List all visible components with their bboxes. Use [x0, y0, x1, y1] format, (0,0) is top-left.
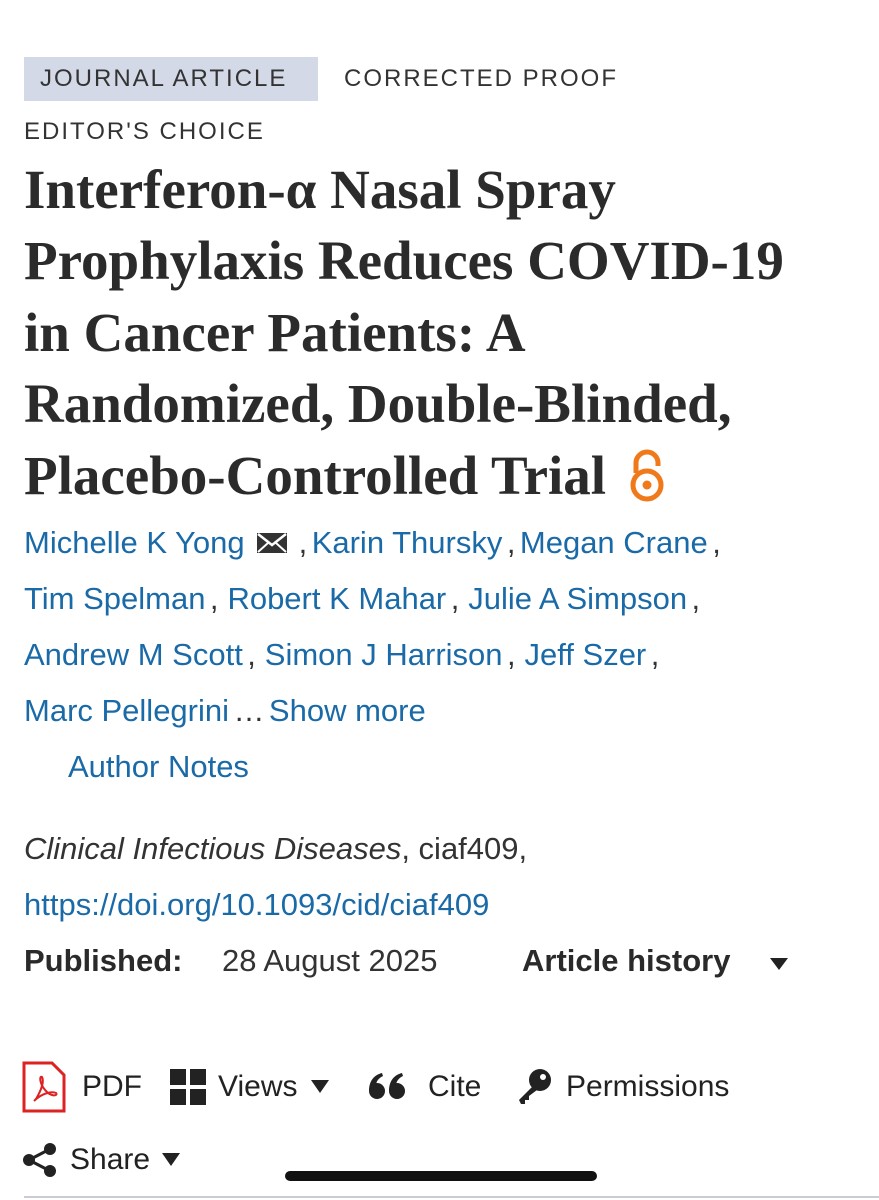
- published-label: Published:: [24, 943, 183, 978]
- article-history[interactable]: Article history: [522, 943, 731, 978]
- separator: ,: [506, 637, 516, 672]
- journal: Clinical Infectious Diseases: [24, 831, 402, 866]
- title-line: Randomized, Double-Blinded,: [24, 373, 732, 434]
- author[interactable]: Tim Spelman: [24, 581, 206, 616]
- separator: ,: [450, 581, 460, 616]
- authors-row: Tim Spelman , Robert K Mahar , Julie A S…: [24, 579, 700, 619]
- permissions-button[interactable]: Permissions: [566, 1070, 730, 1103]
- pdf-button[interactable]: PDF: [82, 1070, 142, 1103]
- divider: [24, 1196, 879, 1198]
- dropdown-arrow: [770, 958, 788, 970]
- title-line: Interferon-α Nasal Spray: [24, 159, 616, 220]
- home-indicator: [285, 1171, 597, 1181]
- title-line: in Cancer Patients: A: [24, 302, 526, 363]
- views-icon[interactable]: [170, 1069, 206, 1105]
- separator: ,: [247, 637, 256, 672]
- author[interactable]: Megan Crane: [519, 525, 708, 560]
- permissions-icon[interactable]: [517, 1068, 553, 1106]
- separator: ,: [650, 637, 660, 672]
- authors-row: Andrew M Scott , Simon J Harrison , Jeff…: [24, 635, 659, 675]
- author[interactable]: Robert K Mahar: [227, 581, 447, 616]
- authors-row: Michelle K Yong , Karin Thursky , Megan …: [24, 523, 721, 563]
- pdf-icon[interactable]: [22, 1061, 66, 1113]
- views-button[interactable]: Views: [218, 1070, 298, 1103]
- title-line: Prophylaxis Reduces COVID-19: [24, 230, 784, 291]
- share-icon[interactable]: [22, 1143, 58, 1177]
- separator: ,: [691, 581, 701, 616]
- email-icon[interactable]: [255, 530, 289, 556]
- author[interactable]: Marc Pellegrini: [24, 693, 230, 728]
- author[interactable]: Michelle K Yong: [24, 525, 245, 560]
- ellipsis: …: [233, 693, 265, 728]
- published-date: 28 August 2025: [222, 943, 438, 978]
- article-id: , ciaf409,: [401, 831, 528, 866]
- author-notes[interactable]: Author Notes: [68, 749, 249, 784]
- dropdown-arrow: [311, 1080, 329, 1093]
- title-line: Placebo-Controlled Trial: [24, 445, 607, 506]
- separator: ,: [209, 581, 219, 616]
- dropdown-arrow: [162, 1153, 180, 1166]
- share-button[interactable]: Share: [70, 1143, 151, 1176]
- article-type: JOURNAL ARTICLE: [40, 65, 288, 92]
- cite-button[interactable]: Cite: [428, 1070, 482, 1103]
- author[interactable]: Julie A Simpson: [468, 581, 688, 616]
- separator: ,: [298, 525, 308, 560]
- tag-box: [24, 57, 318, 101]
- citation: Clinical Infectious Diseases, ciaf409,: [24, 829, 527, 869]
- author[interactable]: Andrew M Scott: [24, 637, 243, 672]
- author[interactable]: Jeff Szer: [524, 637, 647, 672]
- authors-row: Marc Pellegrini … Show more: [24, 691, 426, 731]
- author[interactable]: Karin Thursky: [311, 525, 503, 560]
- article-status: CORRECTED PROOF: [344, 65, 619, 92]
- separator: ,: [506, 525, 516, 560]
- cite-icon[interactable]: [368, 1072, 406, 1102]
- author[interactable]: Simon J Harrison: [264, 637, 503, 672]
- doi-link[interactable]: https://doi.org/10.1093/cid/ciaf409: [24, 887, 490, 922]
- title-line-last: Placebo-Controlled Trial: [24, 446, 666, 506]
- open-access-icon: [630, 449, 664, 502]
- editors-choice: EDITOR'S CHOICE: [24, 118, 265, 145]
- show-more[interactable]: Show more: [268, 693, 426, 728]
- separator: ,: [712, 525, 721, 560]
